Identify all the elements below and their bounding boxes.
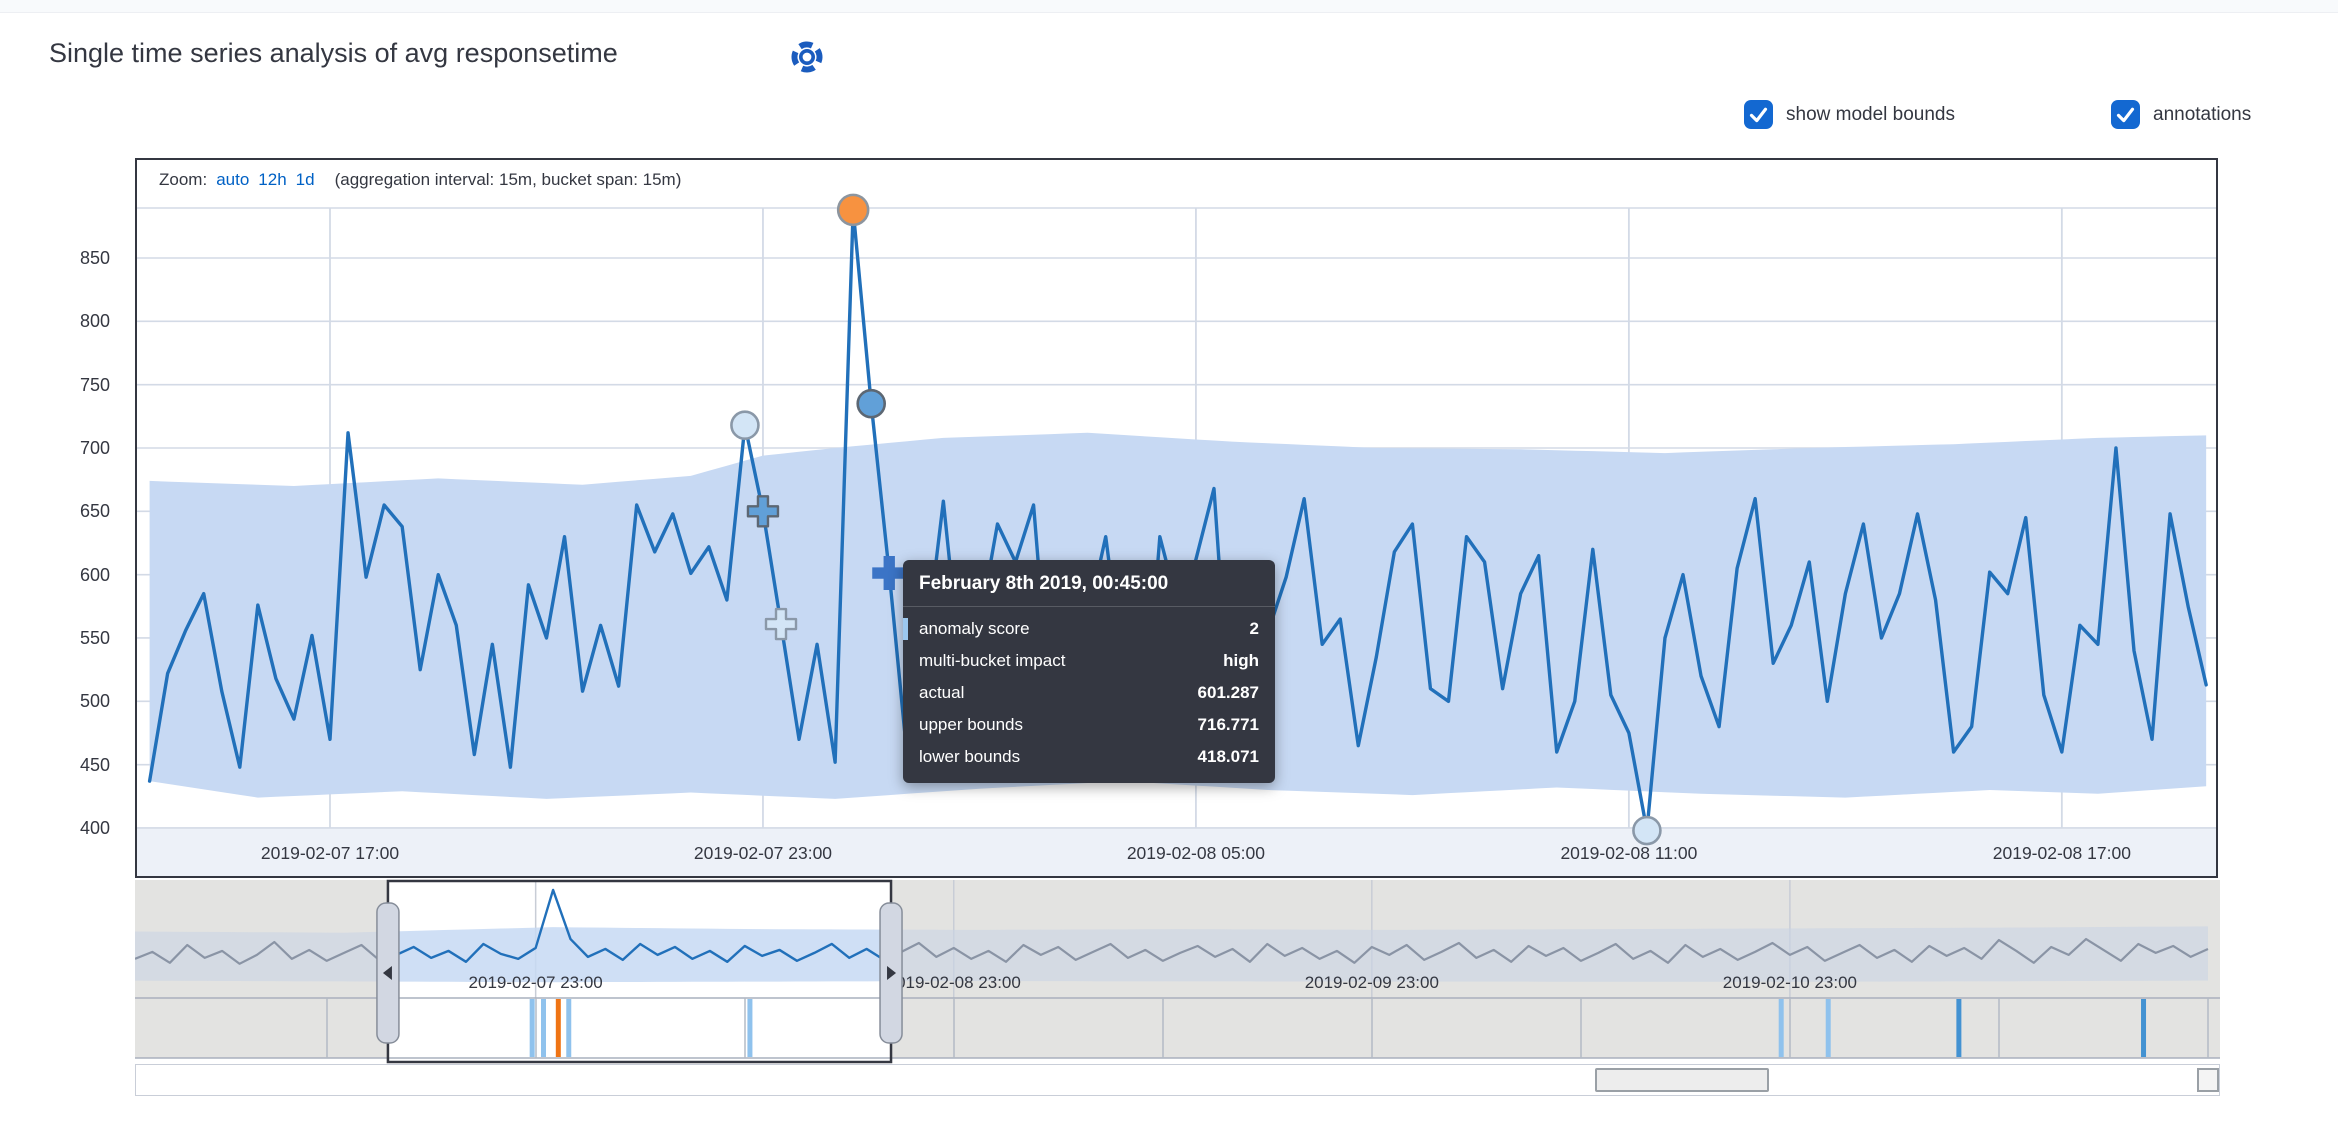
tooltip-label: actual [919,683,965,702]
y-axis-label: 700 [79,437,110,458]
y-axis-label: 550 [79,627,110,648]
anomaly-marker-selected[interactable] [872,556,907,591]
brush-handle-left-arrow [382,966,392,980]
show-model-bounds-checkbox[interactable] [1744,100,1773,129]
anomaly-marker-critical[interactable] [836,193,870,227]
severity-bar [903,618,908,640]
check-icon [1749,107,1768,123]
x-axis-label: 2019-02-08 05:00 [1127,843,1265,863]
x-axis-label: 2019-02-08 11:00 [1560,843,1697,863]
anomaly-marker-warning[interactable] [730,410,760,441]
annotations-checkbox[interactable] [2111,100,2140,129]
context-axis-label: 2019-02-09 23:00 [1305,973,1439,992]
annotation-lane-mark-warning [1778,999,1784,1057]
hscroll-track[interactable] [135,1064,2220,1096]
show-model-bounds-toggle[interactable]: show model bounds [1744,100,1955,129]
zoom-link-auto[interactable]: auto [216,170,250,189]
hscroll-corner[interactable] [2197,1068,2219,1092]
anomaly-marker-warning[interactable] [764,607,798,641]
tooltip-value: 716.771 [1197,715,1259,734]
anomaly-marker-warning[interactable] [1632,815,1662,846]
context-axis-label: 2019-02-07 23:00 [469,973,603,992]
context-series-inside [387,888,892,983]
y-axis-label: 800 [79,311,110,332]
hscroll-thumb[interactable] [1595,1068,1769,1092]
annotation-lane-mark-minor [2141,999,2147,1057]
y-axis-label: 750 [79,374,110,395]
page-title: Single time series analysis of avg respo… [49,38,618,68]
annotation-lane-mark-warning [566,999,572,1057]
tooltip-label: upper bounds [919,715,1023,734]
zoom-link-1d[interactable]: 1d [295,170,315,189]
anomaly-marker-minor[interactable] [856,388,887,419]
tooltip-label: anomaly score [919,619,1030,638]
top-divider [0,0,2338,13]
anomaly-tooltip: February 8th 2019, 00:45:00 anomaly scor… [903,560,1275,783]
tooltip-value: 2 [1249,619,1259,638]
y-axis-label: 850 [79,248,110,268]
y-axis-label: 450 [79,754,110,775]
tooltip-row-actual: actual 601.287 [903,677,1275,709]
tooltip-row-upper-bounds: upper bounds 716.771 [903,709,1275,741]
show-model-bounds-label: show model bounds [1786,103,1955,125]
context-chart-svg: 2019-02-07 23:00 2019-02-08 23:00 2019-02-… [135,879,2220,1064]
tooltip-label: multi-bucket impact [919,651,1066,670]
annotation-lane-mark-minor [1956,999,1962,1057]
tooltip-value: high [1223,651,1259,670]
tooltip-label: lower bounds [919,747,1021,766]
tooltip-row-anomaly-score: anomaly score 2 [903,613,1275,645]
zoom-label: Zoom: [159,170,208,189]
y-axis-label: 600 [79,564,110,585]
annotation-lane-mark-warning [529,999,535,1057]
annotation-lane-mark-warning [540,999,546,1057]
brush-handle-right-arrow [887,966,897,980]
x-axis-label: 2019-02-08 17:00 [1993,843,2131,863]
tooltip-row-lower-bounds: lower bounds 418.071 [903,741,1275,773]
annotation-lane-mark-warning [747,999,753,1057]
anomaly-marker-minor[interactable] [746,495,780,528]
tooltip-timestamp: February 8th 2019, 00:45:00 [903,560,1275,607]
help-icon[interactable] [790,40,824,74]
y-axis-label: 400 [79,817,110,838]
annotations-label: annotations [2153,103,2252,125]
aggregation-interval-note: (aggregation interval: 15m, bucket span:… [334,170,682,189]
check-icon [2116,107,2135,123]
tooltip-value: 601.287 [1197,683,1259,702]
annotations-toggle[interactable]: annotations [2111,100,2251,129]
focus-chart: Zoom: auto 12h 1d (aggregation interval: 15m… [135,158,2218,878]
y-axis-label: 500 [79,691,110,712]
x-axis-label: 2019-02-07 17:00 [261,843,399,863]
tooltip-rows: anomaly score 2 multi-bucket impact high… [903,607,1275,783]
context-axis-label: 2019-02-08 23:00 [887,973,1021,992]
zoom-link-12h[interactable]: 12h [258,170,287,189]
tooltip-row-multi-bucket: multi-bucket impact high [903,645,1275,677]
annotation-lane-mark-warning [1825,999,1831,1057]
x-axis-strip [137,828,2216,876]
zoom-controls: Zoom: auto 12h 1d (aggregation interval: 15m… [159,170,681,190]
tooltip-value: 418.071 [1197,747,1259,766]
annotation-lane-mark-critical [555,999,561,1057]
context-axis-label: 2019-02-10 23:00 [1723,973,1857,992]
y-axis-label: 650 [79,501,110,522]
x-axis-label: 2019-02-07 23:00 [694,843,832,863]
